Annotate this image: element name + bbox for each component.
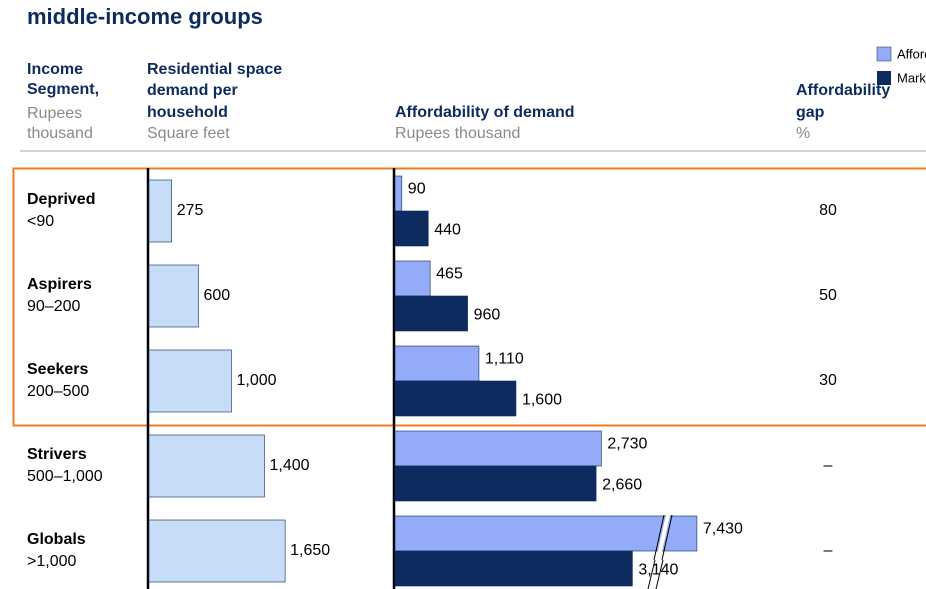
- value-label: 1,110: [485, 351, 524, 368]
- gap-value: 30: [819, 372, 837, 389]
- header: Segment,: [27, 81, 99, 98]
- bar: [148, 264, 199, 328]
- bar: [394, 430, 602, 467]
- axis-break: [655, 559, 664, 589]
- value-label: 2,730: [607, 436, 647, 453]
- segment-name: Deprived: [27, 191, 95, 208]
- value-label: 1,000: [237, 372, 277, 389]
- bar: [394, 380, 517, 417]
- gap-value: –: [824, 457, 833, 474]
- header: Residential space: [147, 61, 282, 78]
- bar: [148, 519, 286, 583]
- segment-range: 90–200: [27, 298, 80, 315]
- value-label: 960: [474, 307, 501, 324]
- value-label: 275: [177, 202, 204, 219]
- bar: [394, 515, 698, 552]
- header: Affordability: [796, 82, 890, 99]
- header: gap: [796, 104, 825, 121]
- header-unit: %: [796, 125, 810, 142]
- axis-break: [661, 514, 673, 561]
- legend-swatch: [876, 46, 892, 62]
- gap-value: 80: [819, 202, 837, 219]
- segment-name: Aspirers: [27, 276, 92, 293]
- value-label: 7,430: [703, 521, 743, 538]
- value-label: 600: [204, 287, 231, 304]
- header-unit: Rupees thousand: [395, 125, 520, 142]
- segment-range: <90: [27, 213, 54, 230]
- segment-range: >1,000: [27, 553, 76, 570]
- header: Affordability of demand: [395, 104, 575, 121]
- title: middle-income groups: [27, 4, 263, 29]
- axis-break: [647, 559, 656, 589]
- header: demand per: [147, 82, 238, 99]
- header-unit: thousand: [27, 125, 93, 142]
- header: household: [147, 104, 228, 121]
- segment-range: 200–500: [27, 383, 89, 400]
- segment-name: Seekers: [27, 361, 88, 378]
- bar: [148, 179, 172, 243]
- bar: [394, 550, 633, 587]
- highlight-box: [12, 167, 926, 427]
- header-unit: Rupees: [27, 105, 82, 122]
- axis-break: [653, 514, 665, 561]
- header: Income: [27, 61, 83, 78]
- segment-name: Globals: [27, 531, 86, 548]
- axis-break: [656, 514, 670, 561]
- header-unit: Square feet: [147, 125, 230, 142]
- bar: [394, 210, 429, 247]
- bar: [394, 465, 597, 502]
- bar: [148, 349, 232, 413]
- legend-swatch: [877, 71, 891, 85]
- value-label: 1,650: [290, 542, 330, 559]
- value-label: 1,400: [270, 457, 310, 474]
- gap-value: –: [824, 542, 833, 559]
- value-label: 2,660: [602, 477, 642, 494]
- segment-range: 500–1,000: [27, 468, 103, 485]
- value-label: 1,600: [522, 392, 562, 409]
- value-label: 465: [436, 266, 463, 283]
- bar: [394, 260, 431, 297]
- gap-value: 50: [819, 287, 837, 304]
- bar: [394, 295, 468, 332]
- legend-label: Affordability: [897, 46, 926, 61]
- legend-label: Market cost: [897, 70, 926, 85]
- value-label: 440: [434, 222, 461, 239]
- segment-name: Strivers: [27, 446, 87, 463]
- bar: [394, 175, 403, 212]
- value-label: 3,140: [638, 562, 678, 579]
- value-label: 90: [408, 181, 426, 198]
- bar: [394, 345, 480, 382]
- bar: [148, 434, 265, 498]
